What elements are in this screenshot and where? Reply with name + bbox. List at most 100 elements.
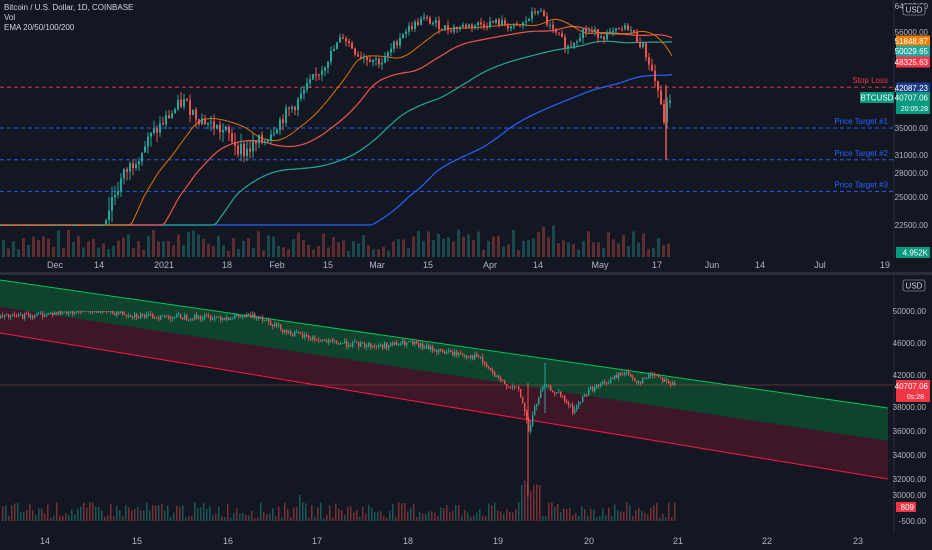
candle-body: [429, 17, 431, 24]
volume-bar: [227, 250, 230, 257]
candle-body: [600, 36, 602, 38]
volume-bar: [314, 516, 316, 521]
volume-bar: [518, 502, 520, 521]
candle-body: [282, 119, 284, 123]
volume-bar: [179, 506, 181, 521]
symbol-title[interactable]: Bitcoin / U.S. Dollar, 1D, COINBASE: [4, 3, 134, 12]
volume-bar: [517, 250, 520, 257]
candle-body: [50, 312, 52, 314]
candle-body: [198, 119, 200, 125]
volume-bar: [482, 515, 484, 521]
volume-bar: [412, 236, 415, 257]
volume-bar: [233, 513, 235, 521]
vol-indicator-label[interactable]: Vol: [4, 13, 16, 22]
candle-body: [250, 315, 252, 318]
candle-body: [138, 161, 140, 165]
candle-body: [654, 70, 656, 81]
candle-body: [60, 311, 62, 314]
candle-body: [564, 36, 566, 49]
candle-body: [88, 311, 90, 312]
time-tick-label: 19: [879, 260, 891, 270]
candle-body: [362, 342, 364, 344]
volume-bar: [422, 513, 424, 521]
volume-bar: [224, 516, 226, 521]
daily-chart-pane[interactable]: Stop Loss Price Target #1 Price Target #2 P…: [0, 0, 932, 272]
intraday-chart-pane[interactable]: USD 50000.00 46000.00 42000.00 38000.00 36000…: [0, 275, 932, 533]
volume-bar: [173, 512, 175, 521]
candle-body: [180, 314, 182, 319]
candle-body: [156, 128, 158, 133]
ema-indicator-label[interactable]: EMA 20/50/100/200: [4, 23, 75, 32]
candle-body: [645, 42, 647, 58]
countdown-text: 20:05:28: [901, 106, 928, 113]
volume-bar: [107, 249, 110, 257]
candle-body: [30, 315, 32, 318]
volume-bar: [367, 245, 370, 257]
candle-body: [560, 391, 562, 396]
volume-bar: [542, 515, 544, 521]
candle-body: [338, 342, 340, 345]
candle-body: [594, 29, 596, 32]
channel-upper-fill: [0, 280, 888, 441]
candle-body: [26, 313, 28, 315]
candle-body: [498, 19, 500, 26]
candle-body: [528, 419, 530, 432]
volume-bar: [431, 511, 433, 521]
price-tick-label: 34000.00: [893, 451, 927, 460]
volume-bar: [447, 237, 450, 257]
time-axis-bottom[interactable]: 14 15 16 17 18 19 20 21 22 23: [0, 533, 932, 550]
volume-bar: [380, 511, 382, 521]
candle-body: [608, 383, 610, 384]
candle-body: [298, 331, 300, 334]
candle-body: [42, 225, 44, 226]
candle-body: [424, 347, 426, 349]
volume-bar: [320, 502, 322, 521]
candle-body: [24, 313, 26, 319]
volume-bar: [476, 512, 478, 521]
candle-body: [267, 140, 269, 142]
volume-bar: [269, 513, 271, 521]
candle-body: [384, 56, 386, 63]
volume-bar: [92, 502, 94, 521]
volume-bar: [107, 515, 109, 521]
intraday-candle-chart[interactable]: USD 50000.00 46000.00 42000.00 38000.00 36000…: [0, 275, 932, 533]
candle-body: [394, 342, 396, 345]
candle-body: [591, 31, 593, 33]
candle-body: [10, 316, 12, 318]
volume-bar: [311, 504, 313, 521]
volume-bar: [506, 508, 508, 521]
volume-bar: [125, 505, 127, 521]
candle-body: [652, 374, 654, 376]
volume-bar: [143, 510, 145, 521]
ema-price-text: 48325.63: [895, 58, 929, 67]
volume-bar: [449, 512, 451, 521]
candle-body: [522, 22, 524, 26]
candle-body: [573, 42, 575, 47]
volume-bar: [560, 511, 562, 521]
price-tick-label: 38000.00: [893, 403, 927, 412]
price-axis-bottom: USD 50000.00 46000.00 42000.00 38000.00 36000…: [893, 275, 930, 533]
candle-body: [12, 314, 14, 317]
volume-bar: [267, 235, 270, 257]
ema-price-tag: [896, 35, 930, 47]
candle-body: [9, 225, 11, 226]
candle-body: [546, 384, 548, 386]
candle-body: [488, 366, 490, 368]
candle-body: [400, 343, 402, 345]
volume-bar: [572, 243, 575, 257]
volume-bar: [497, 236, 500, 257]
candle-body: [168, 115, 170, 119]
pane-separator[interactable]: [0, 272, 932, 275]
candle-body: [234, 141, 236, 146]
time-tick-label: 15: [422, 260, 434, 270]
time-axis-top[interactable]: Dec 14 2021 18 Feb 15 Mar 15 Apr 14 May 17 Jun 14 Jul 1…: [0, 258, 932, 272]
candle-body: [108, 311, 110, 312]
volume-bar: [92, 238, 95, 257]
volume-bar: [395, 516, 397, 521]
daily-candle-chart[interactable]: Stop Loss Price Target #1 Price Target #2 P…: [0, 0, 932, 258]
symbol-tag: [860, 92, 894, 103]
candle-body: [99, 225, 101, 226]
volume-bar: [647, 514, 649, 521]
candle-body: [0, 315, 2, 318]
volume-bar: [170, 516, 172, 521]
